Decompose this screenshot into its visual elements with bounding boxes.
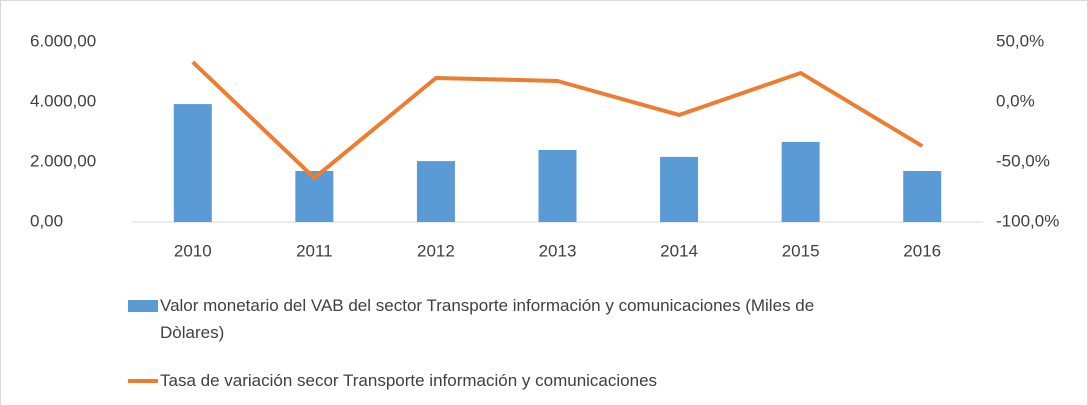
y-tick-label: 0,00 xyxy=(30,211,63,230)
bar xyxy=(903,171,942,222)
legend-label: Valor monetario del VAB del sector Trans… xyxy=(160,296,815,342)
y-tick-label: 4.000,00 xyxy=(30,91,96,110)
legend-bar: Valor monetario del VAB del sector Trans… xyxy=(128,292,848,346)
legend-swatch xyxy=(128,379,158,383)
x-tick-label: 2011 xyxy=(296,241,333,260)
x-tick-label: 2013 xyxy=(539,241,577,260)
y2-tick-label: -100,0% xyxy=(996,211,1059,230)
legend-swatch xyxy=(128,300,158,312)
y2-tick-label: 0,0% xyxy=(996,91,1035,110)
y2-tick-label: -50,0% xyxy=(996,151,1050,170)
x-tick-label: 2010 xyxy=(174,241,212,260)
bar xyxy=(416,161,455,222)
x-tick-label: 2016 xyxy=(903,241,941,260)
x-tick-label: 2014 xyxy=(660,241,698,260)
y2-tick-label: 50,0% xyxy=(996,31,1044,50)
bar xyxy=(660,156,699,222)
y-tick-label: 6.000,00 xyxy=(30,31,96,50)
y-tick-label: 2.000,00 xyxy=(30,151,96,170)
legend-label: Tasa de variación secor Transporte infor… xyxy=(160,371,658,390)
bar xyxy=(173,104,212,222)
legend-line: Tasa de variación secor Transporte infor… xyxy=(128,367,657,394)
x-tick-label: 2012 xyxy=(417,241,455,260)
x-tick-label: 2015 xyxy=(782,241,820,260)
line xyxy=(191,60,924,180)
bar xyxy=(781,141,820,222)
bar xyxy=(538,150,577,222)
